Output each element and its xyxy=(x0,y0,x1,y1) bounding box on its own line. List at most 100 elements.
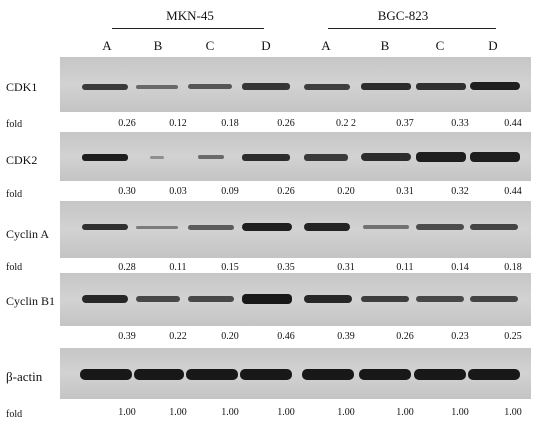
fold-value-beta-actin-mkn45-d: 1.00 xyxy=(277,407,295,418)
band xyxy=(414,369,466,380)
fold-value-cyclin-b1-bgc823-d: 0.25 xyxy=(504,331,522,342)
blot-panel-beta-actin xyxy=(60,348,531,399)
band xyxy=(359,369,411,380)
fold-value-cyclin-b1-bgc823-c: 0.23 xyxy=(451,331,469,342)
fold-label: fold xyxy=(6,262,23,273)
band xyxy=(242,294,292,304)
blot-panel-cyclin-b1 xyxy=(60,273,531,326)
protein-label-cyclin-b1: Cyclin B1 xyxy=(6,294,56,308)
lane-label-mkn45-d: D xyxy=(261,38,271,53)
fold-value-cyclin-a-bgc823-c: 0.14 xyxy=(451,262,469,273)
lane-label-bgc823-d: D xyxy=(488,38,498,53)
band xyxy=(82,224,128,230)
fold-value-cdk2-mkn45-b: 0.03 xyxy=(169,186,187,197)
band xyxy=(242,223,292,231)
band xyxy=(470,152,520,162)
band xyxy=(416,83,466,90)
group-label-mkn45: MKN-45 xyxy=(166,8,214,23)
lane-label-bgc823-c: C xyxy=(435,38,445,53)
fold-value-cyclin-b1-mkn45-c: 0.20 xyxy=(221,331,239,342)
band xyxy=(470,224,518,230)
fold-value-beta-actin-bgc823-a: 1.00 xyxy=(337,407,355,418)
lane-label-mkn45-a: A xyxy=(102,38,112,53)
fold-value-cdk2-mkn45-c: 0.09 xyxy=(221,186,239,197)
fold-value-cdk2-bgc823-c: 0.32 xyxy=(451,186,469,197)
fold-value-cyclin-b1-mkn45-a: 0.39 xyxy=(118,331,136,342)
band xyxy=(136,296,180,302)
band xyxy=(186,369,238,380)
fold-value-cyclin-b1-bgc823-a: 0.39 xyxy=(337,331,355,342)
band xyxy=(80,369,132,380)
fold-value-cdk1-mkn45-a: 0.26 xyxy=(118,118,136,129)
lane-label-mkn45-b: B xyxy=(153,38,163,53)
band xyxy=(136,226,178,229)
fold-value-cyclin-a-mkn45-b: 0.11 xyxy=(169,262,187,273)
band xyxy=(304,154,348,161)
fold-value-cdk2-bgc823-a: 0.20 xyxy=(337,186,355,197)
blot-panel-cdk1 xyxy=(60,57,531,112)
fold-value-cdk1-bgc823-a: 0.2 2 xyxy=(336,118,356,129)
fold-value-cyclin-a-mkn45-c: 0.15 xyxy=(221,262,239,273)
fold-value-cdk1-mkn45-c: 0.18 xyxy=(221,118,239,129)
fold-label: fold xyxy=(6,119,23,130)
fold-value-cdk1-bgc823-b: 0.37 xyxy=(396,118,414,129)
band xyxy=(416,224,464,230)
fold-value-cdk1-mkn45-d: 0.26 xyxy=(277,118,295,129)
fold-value-cyclin-b1-bgc823-b: 0.26 xyxy=(396,331,414,342)
group-line-mkn45 xyxy=(112,28,264,29)
fold-value-cdk1-bgc823-c: 0.33 xyxy=(451,118,469,129)
band xyxy=(242,83,290,90)
band xyxy=(188,296,234,302)
fold-value-cyclin-b1-mkn45-b: 0.22 xyxy=(169,331,187,342)
band xyxy=(82,295,128,303)
fold-value-beta-actin-mkn45-a: 1.00 xyxy=(118,407,136,418)
band xyxy=(416,152,466,162)
fold-value-cdk1-bgc823-d: 0.44 xyxy=(504,118,522,129)
fold-value-beta-actin-bgc823-d: 1.00 xyxy=(504,407,522,418)
band xyxy=(134,369,184,380)
fold-value-cyclin-a-bgc823-a: 0.31 xyxy=(337,262,355,273)
band xyxy=(150,156,164,159)
band xyxy=(470,82,520,90)
fold-label: fold xyxy=(6,409,23,420)
fold-value-cyclin-a-mkn45-d: 0.35 xyxy=(277,262,295,273)
lane-label-mkn45-c: C xyxy=(205,38,215,53)
blot-panel-cdk2 xyxy=(60,132,531,181)
protein-label-cyclin-a: Cyclin A xyxy=(6,227,50,241)
band xyxy=(242,154,290,161)
fold-label: fold xyxy=(6,189,23,200)
band xyxy=(136,85,178,89)
protein-label-cdk1: CDK1 xyxy=(6,80,38,94)
fold-value-cdk2-bgc823-d: 0.44 xyxy=(504,186,522,197)
band xyxy=(198,155,224,159)
fold-value-beta-actin-bgc823-b: 1.00 xyxy=(396,407,414,418)
band xyxy=(82,84,128,90)
band xyxy=(304,223,350,231)
band xyxy=(361,83,411,90)
fold-value-cdk2-mkn45-d: 0.26 xyxy=(277,186,295,197)
band xyxy=(302,369,354,380)
fold-value-cyclin-b1-mkn45-d: 0.46 xyxy=(277,331,295,342)
band xyxy=(304,295,352,303)
band xyxy=(416,296,464,302)
group-label-bgc823: BGC-823 xyxy=(377,8,429,23)
fold-value-cdk2-mkn45-a: 0.30 xyxy=(118,186,136,197)
protein-label-beta-actin: β-actin xyxy=(6,369,43,384)
band xyxy=(361,296,409,302)
fold-value-beta-actin-mkn45-b: 1.00 xyxy=(169,407,187,418)
band xyxy=(468,369,520,380)
lane-label-bgc823-b: B xyxy=(380,38,390,53)
fold-value-cdk1-mkn45-b: 0.12 xyxy=(169,118,187,129)
band xyxy=(188,84,232,89)
group-line-bgc823 xyxy=(328,28,496,29)
fold-value-cyclin-a-bgc823-b: 0.11 xyxy=(396,262,414,273)
fold-value-cyclin-a-bgc823-d: 0.18 xyxy=(504,262,522,273)
fold-value-cyclin-a-mkn45-a: 0.28 xyxy=(118,262,136,273)
fold-value-cdk2-bgc823-b: 0.31 xyxy=(396,186,414,197)
fold-value-beta-actin-mkn45-c: 1.00 xyxy=(221,407,239,418)
band xyxy=(470,296,518,302)
lane-label-bgc823-a: A xyxy=(321,38,331,53)
band xyxy=(240,369,292,380)
protein-label-cdk2: CDK2 xyxy=(6,153,38,167)
